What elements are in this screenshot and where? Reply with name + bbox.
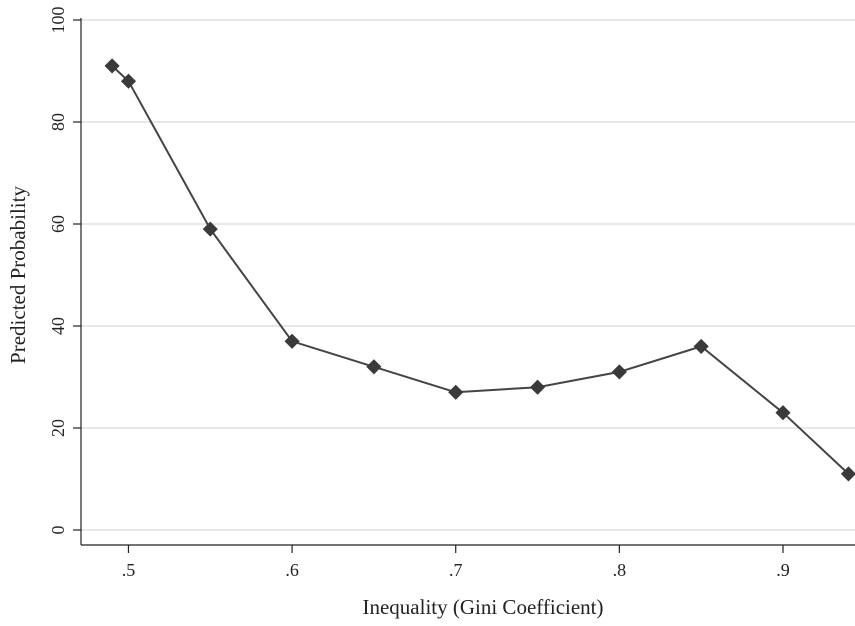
x-axis-title: Inequality (Gini Coefficient) [362, 595, 603, 619]
y-tick-label: 20 [48, 419, 68, 437]
data-point-marker [120, 73, 137, 89]
data-point-marker [611, 364, 627, 380]
y-tick-label: 80 [48, 113, 68, 131]
data-point-marker [529, 379, 546, 395]
data-point-marker [284, 333, 300, 349]
y-axis-ticks: 0 20 40 60 80 100 [48, 7, 81, 535]
x-tick-label: .8 [613, 560, 627, 580]
series-line [111, 65, 850, 475]
data-point-marker [104, 58, 120, 74]
axes [80, 18, 855, 546]
data-point-marker [693, 338, 709, 354]
gridlines [81, 19, 855, 531]
x-axis-ticks: .5 .6 .7 .8 .9 [122, 545, 790, 580]
data-point-marker [775, 405, 791, 421]
data-point-marker [202, 221, 218, 237]
data-point-marker [448, 384, 464, 400]
y-axis-title: Predicted Probability [6, 186, 30, 364]
series [111, 65, 850, 475]
data-markers [104, 58, 855, 482]
y-tick-label: 100 [48, 7, 68, 34]
x-tick-label: .6 [285, 560, 299, 580]
data-point-marker [366, 359, 382, 375]
data-point-marker [840, 466, 855, 482]
y-tick-label: 0 [48, 526, 68, 535]
x-tick-label: .7 [449, 560, 463, 580]
y-tick-label: 40 [48, 317, 68, 335]
x-tick-label: .5 [122, 560, 136, 580]
x-tick-label: .9 [776, 560, 790, 580]
y-tick-label: 60 [48, 215, 68, 233]
